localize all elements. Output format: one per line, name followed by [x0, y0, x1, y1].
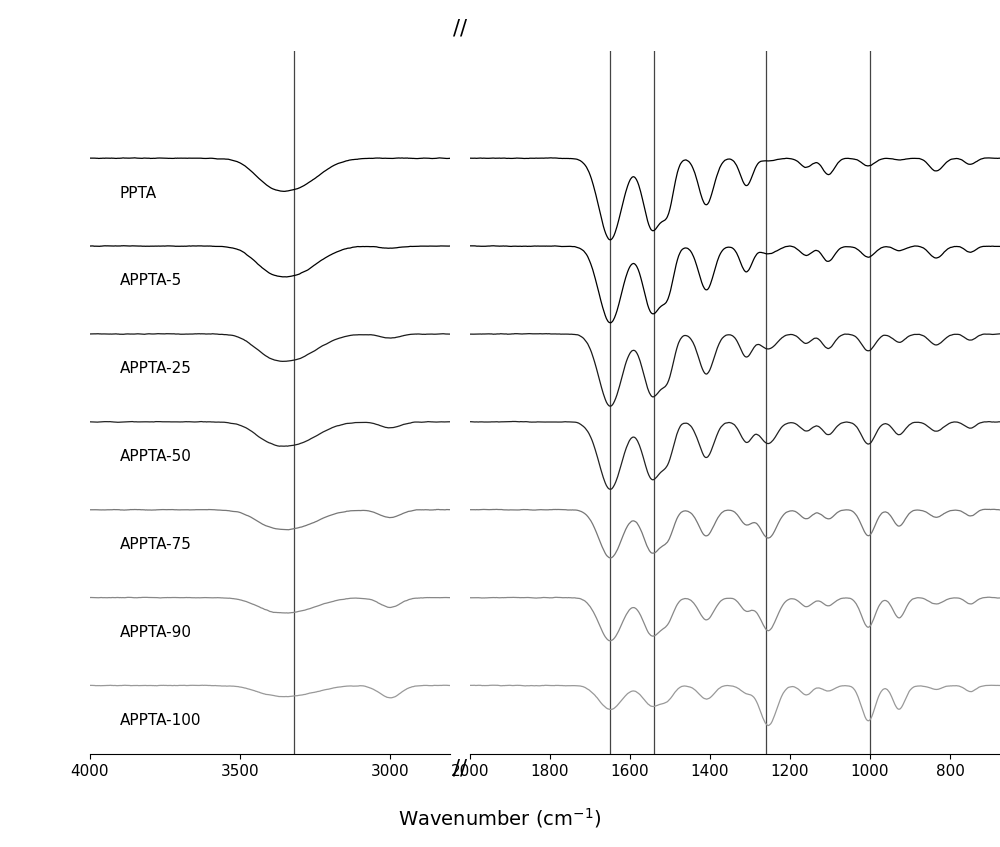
Text: APPTA-50: APPTA-50 [120, 449, 192, 464]
Text: APPTA-90: APPTA-90 [120, 625, 192, 640]
Text: APPTA-75: APPTA-75 [120, 537, 192, 552]
Text: //: // [453, 758, 467, 778]
Text: //: // [453, 18, 467, 38]
Text: APPTA-25: APPTA-25 [120, 362, 192, 376]
Text: APPTA-5: APPTA-5 [120, 274, 182, 289]
Text: Wavenumber (cm$^{-1}$): Wavenumber (cm$^{-1}$) [398, 806, 602, 830]
Text: PPTA: PPTA [120, 185, 157, 201]
Text: APPTA-100: APPTA-100 [120, 713, 201, 728]
